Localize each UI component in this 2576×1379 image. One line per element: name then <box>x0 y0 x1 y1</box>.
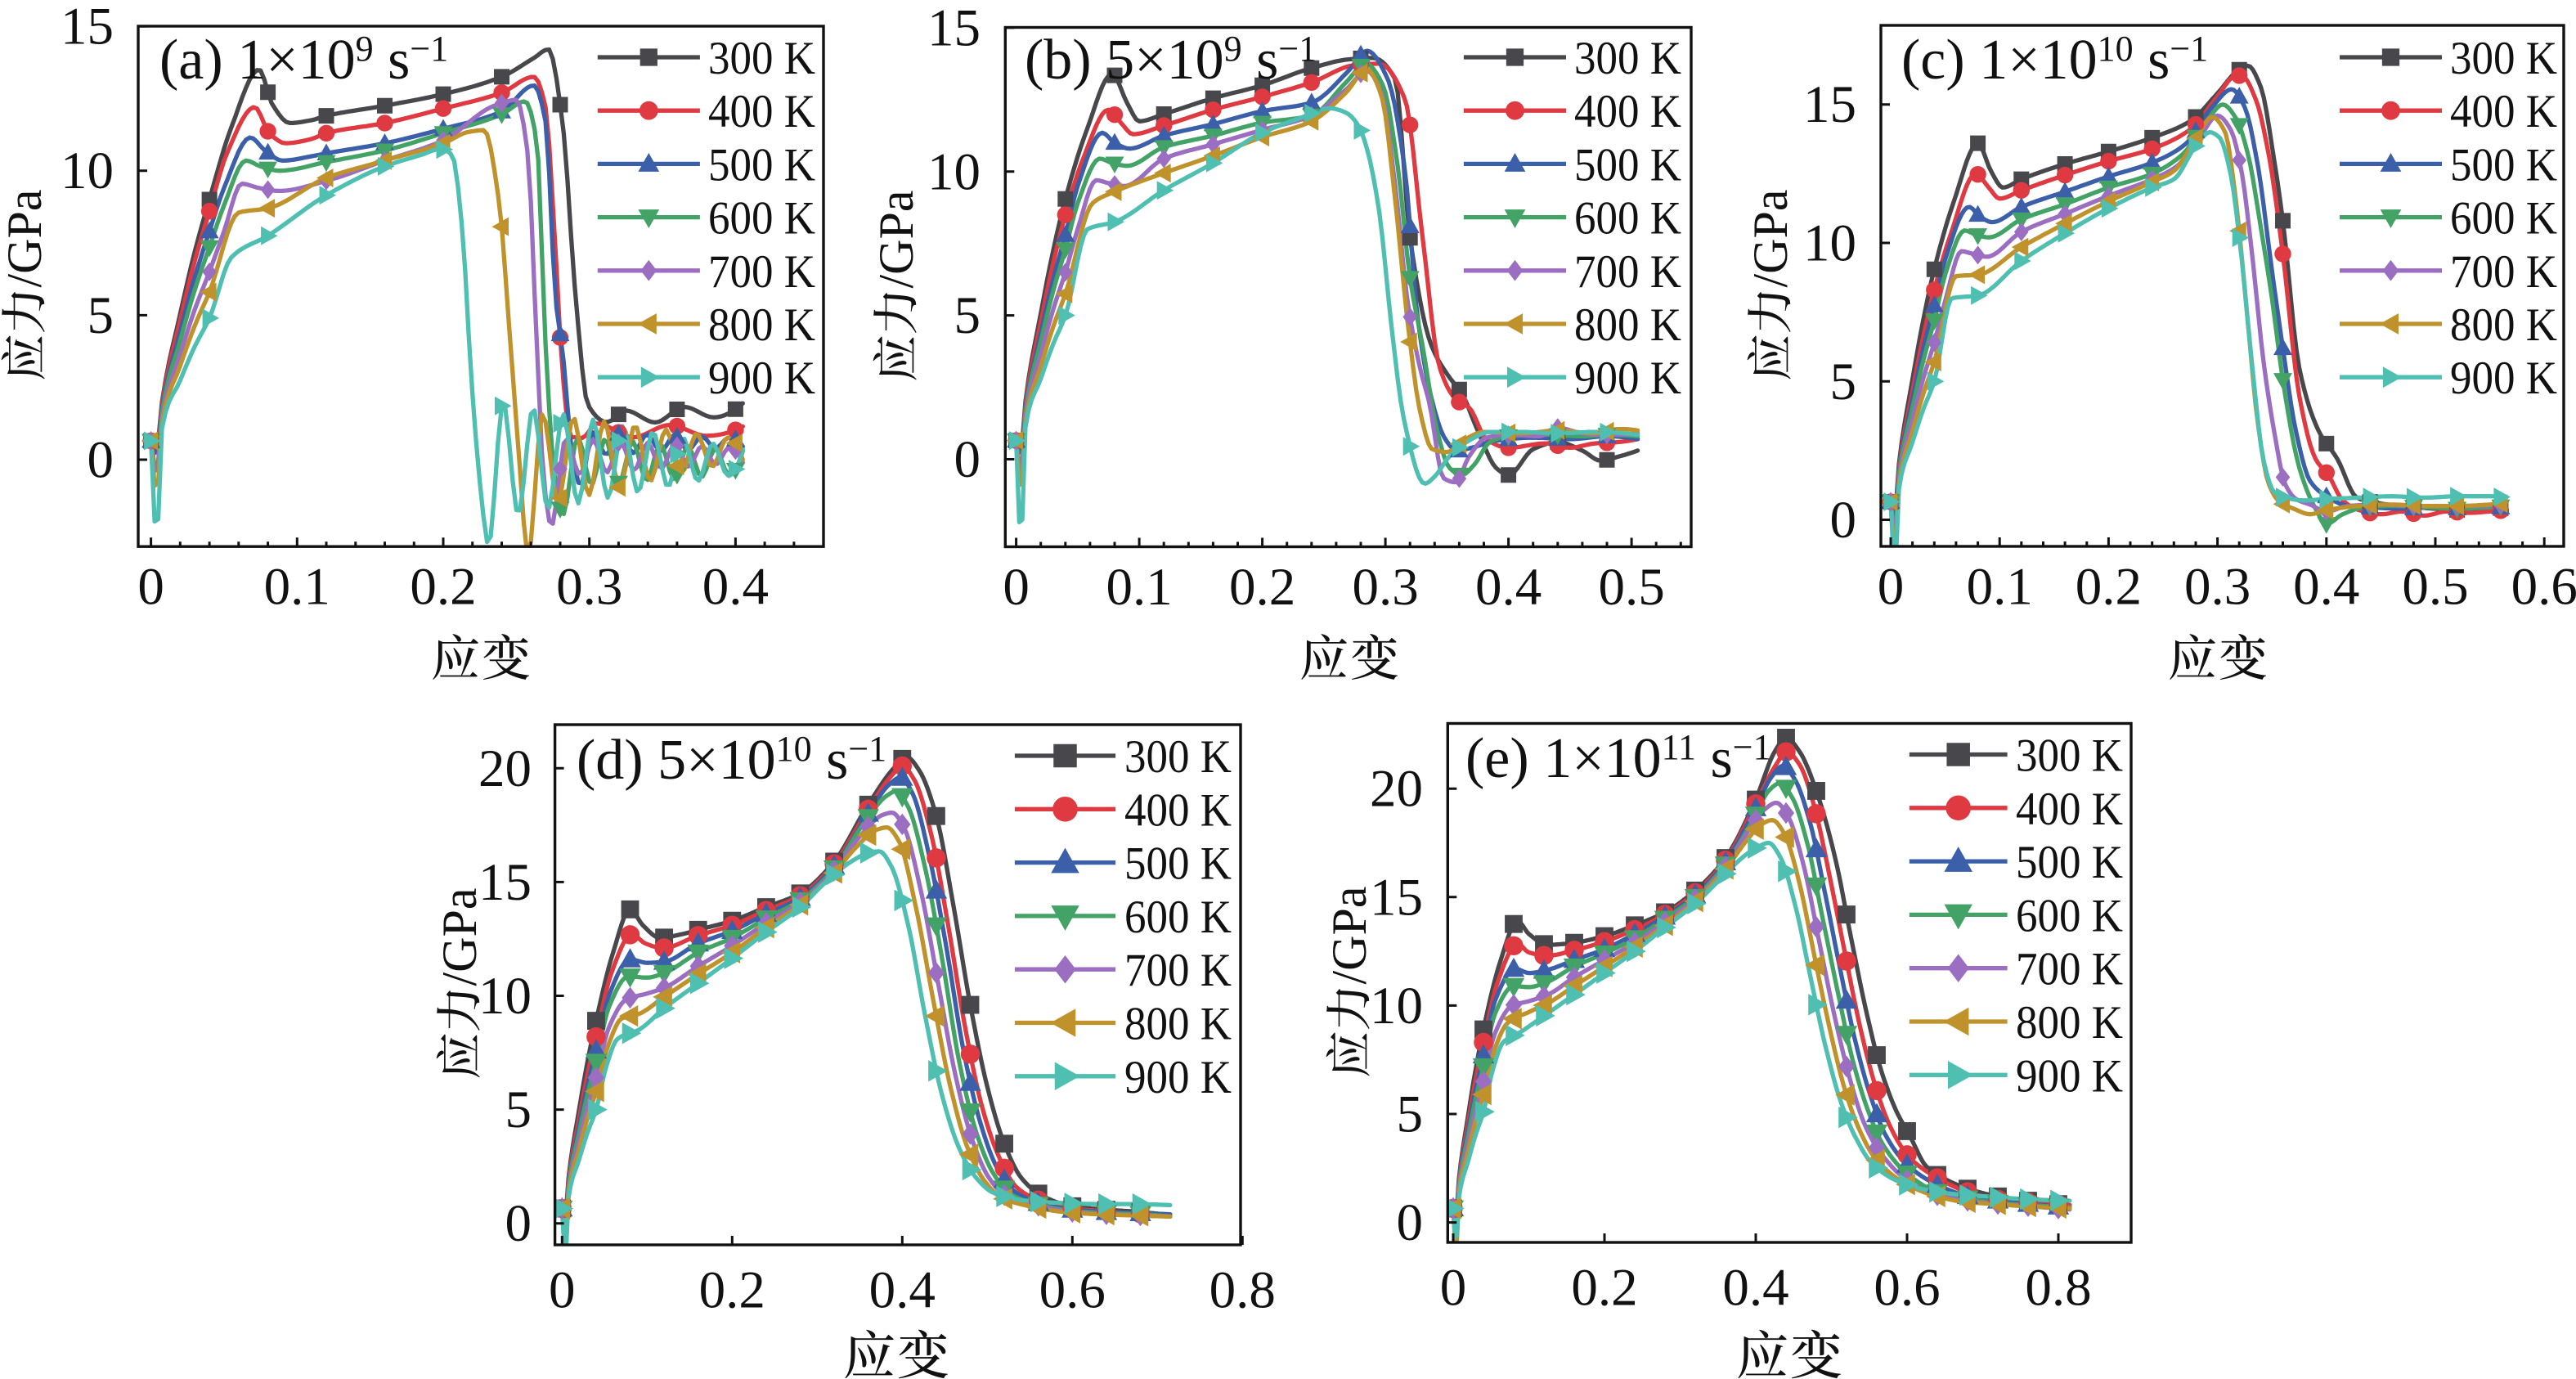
svg-text:0: 0 <box>88 431 114 490</box>
svg-text:0.8: 0.8 <box>1209 1261 1276 1320</box>
svg-text:0.4: 0.4 <box>2293 558 2359 617</box>
svg-text:900 K: 900 K <box>1574 353 1681 404</box>
svg-text:300 K: 300 K <box>2016 730 2123 782</box>
svg-text:10: 10 <box>927 142 981 201</box>
svg-text:800 K: 800 K <box>2450 299 2557 351</box>
svg-text:500 K: 500 K <box>1574 139 1681 191</box>
svg-text:400 K: 400 K <box>1124 784 1232 836</box>
svg-text:15: 15 <box>1370 868 1423 927</box>
svg-text:0.4: 0.4 <box>869 1261 936 1320</box>
svg-text:/GPa: /GPa <box>1744 190 1797 288</box>
svg-text:900 K: 900 K <box>1124 1052 1232 1103</box>
svg-text:10: 10 <box>61 141 114 200</box>
svg-text:0.3: 0.3 <box>556 558 622 617</box>
svg-text:0.1: 0.1 <box>264 558 330 617</box>
svg-text:(c) 1×1010 s−1: (c) 1×1010 s−1 <box>1901 29 2208 92</box>
svg-text:(b) 5×109 s−1: (b) 5×109 s−1 <box>1025 29 1317 92</box>
svg-text:800 K: 800 K <box>708 299 815 351</box>
svg-text:0: 0 <box>954 430 981 489</box>
svg-text:600 K: 600 K <box>2450 193 2557 245</box>
svg-text:800 K: 800 K <box>1574 299 1681 351</box>
svg-text:0.6: 0.6 <box>1039 1261 1106 1320</box>
svg-text:0.2: 0.2 <box>699 1261 765 1320</box>
svg-text:0.2: 0.2 <box>1571 1259 1637 1318</box>
svg-text:800 K: 800 K <box>2016 997 2123 1049</box>
svg-text:900 K: 900 K <box>2450 353 2557 404</box>
svg-text:5: 5 <box>505 1080 532 1139</box>
svg-text:0: 0 <box>1830 491 1857 550</box>
svg-text:10: 10 <box>478 967 532 1026</box>
svg-text:0: 0 <box>505 1194 532 1253</box>
svg-text:10: 10 <box>1803 214 1856 273</box>
svg-text:20: 20 <box>478 739 532 798</box>
svg-text:500 K: 500 K <box>2016 837 2123 888</box>
svg-text:800 K: 800 K <box>1124 999 1232 1050</box>
svg-text:0.6: 0.6 <box>1874 1259 1940 1318</box>
svg-text:700 K: 700 K <box>2016 944 2123 995</box>
svg-text:300 K: 300 K <box>708 33 815 84</box>
svg-text:600 K: 600 K <box>1124 892 1232 943</box>
svg-text:600 K: 600 K <box>708 193 815 245</box>
svg-text:5: 5 <box>1397 1085 1424 1144</box>
svg-text:400 K: 400 K <box>2016 784 2123 835</box>
svg-text:0.5: 0.5 <box>2402 558 2468 617</box>
svg-text:500 K: 500 K <box>1124 838 1232 890</box>
svg-text:0.1: 0.1 <box>1967 558 2033 617</box>
svg-text:0.8: 0.8 <box>2025 1259 2091 1318</box>
svg-text:0.3: 0.3 <box>2184 558 2251 617</box>
svg-text:0.5: 0.5 <box>1598 558 1664 617</box>
svg-text:0.1: 0.1 <box>1106 558 1172 617</box>
svg-text:15: 15 <box>1803 75 1856 134</box>
svg-text:/GPa: /GPa <box>1322 887 1376 985</box>
svg-text:0.4: 0.4 <box>702 558 769 617</box>
svg-text:600 K: 600 K <box>2016 890 2123 941</box>
svg-text:700 K: 700 K <box>708 246 815 298</box>
svg-text:0: 0 <box>137 558 164 617</box>
svg-text:900 K: 900 K <box>708 353 815 404</box>
svg-text:500 K: 500 K <box>708 139 815 191</box>
svg-text:(d) 5×1010 s−1: (d) 5×1010 s−1 <box>577 729 886 792</box>
svg-text:15: 15 <box>61 0 114 56</box>
svg-text:(e) 1×1011 s−1: (e) 1×1011 s−1 <box>1465 727 1771 790</box>
svg-text:10: 10 <box>1370 977 1423 1035</box>
svg-text:15: 15 <box>478 853 532 912</box>
svg-text:5: 5 <box>1830 353 1857 411</box>
svg-text:0: 0 <box>549 1261 576 1320</box>
svg-text:0.4: 0.4 <box>1722 1259 1788 1318</box>
svg-text:0.2: 0.2 <box>2076 558 2142 617</box>
svg-text:0.3: 0.3 <box>1352 558 1418 617</box>
svg-text:0.2: 0.2 <box>1229 558 1295 617</box>
svg-text:/GPa: /GPa <box>433 888 487 986</box>
svg-text:400 K: 400 K <box>708 86 815 137</box>
svg-text:(a) 1×109 s−1: (a) 1×109 s−1 <box>159 29 448 92</box>
svg-text:0: 0 <box>1397 1193 1424 1252</box>
svg-text:700 K: 700 K <box>1124 945 1232 996</box>
svg-text:400 K: 400 K <box>1574 86 1681 137</box>
svg-text:/GPa: /GPa <box>869 191 923 289</box>
svg-text:700 K: 700 K <box>1574 246 1681 298</box>
svg-text:0.6: 0.6 <box>2511 558 2576 617</box>
svg-text:300 K: 300 K <box>1574 33 1681 84</box>
svg-text:0: 0 <box>1440 1259 1467 1318</box>
svg-text:500 K: 500 K <box>2450 139 2557 191</box>
svg-text:20: 20 <box>1370 760 1423 819</box>
svg-text:400 K: 400 K <box>2450 86 2557 137</box>
svg-text:0: 0 <box>1003 558 1030 617</box>
svg-text:600 K: 600 K <box>1574 193 1681 245</box>
svg-text:300 K: 300 K <box>2450 33 2557 84</box>
svg-text:5: 5 <box>954 286 981 345</box>
svg-text:15: 15 <box>927 0 981 57</box>
svg-text:300 K: 300 K <box>1124 731 1232 783</box>
svg-text:0.2: 0.2 <box>410 558 476 617</box>
svg-text:/GPa: /GPa <box>0 190 52 288</box>
svg-text:700 K: 700 K <box>2450 246 2557 298</box>
svg-text:0.4: 0.4 <box>1475 558 1542 617</box>
svg-text:900 K: 900 K <box>2016 1050 2123 1102</box>
svg-text:0: 0 <box>1878 558 1905 617</box>
svg-text:5: 5 <box>88 286 114 345</box>
